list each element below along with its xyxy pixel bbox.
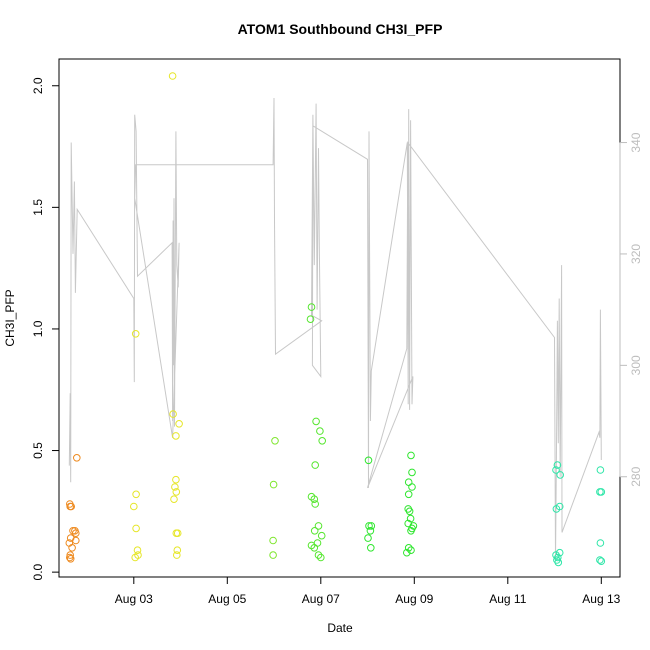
data-point: [172, 432, 180, 440]
data-point: [314, 522, 323, 530]
y-axis: 0.0 0.5 1.0 1.5 2.0: [31, 77, 60, 580]
data-point: [310, 495, 319, 504]
data-point: [132, 524, 140, 533]
data-point: [131, 330, 140, 338]
data-point: [173, 546, 182, 555]
data-point: [367, 522, 376, 530]
data-point: [365, 522, 373, 530]
data-point: [168, 72, 177, 80]
data-point: [317, 553, 325, 562]
chart-title: ATOM1 Southbound CH3I_PFP: [238, 21, 443, 37]
x-axis: Aug 03 Aug 05 Aug 07 Aug 09 Aug 11 Aug 13: [115, 576, 621, 606]
data-point: [364, 456, 373, 465]
data-point: [404, 490, 413, 499]
y-tick-label: 1.0: [31, 320, 45, 337]
data-point: [173, 529, 182, 538]
right-y-axis: 280 300 320 340: [619, 132, 643, 487]
data-point: [403, 548, 411, 557]
x-tick-label: Aug 09: [395, 592, 433, 606]
data-point: [553, 461, 562, 469]
data-point: [596, 556, 604, 564]
data-point: [269, 551, 277, 559]
data-point: [404, 478, 413, 487]
data-point: [316, 427, 324, 435]
data-point: [130, 502, 138, 511]
data-point: [133, 546, 142, 555]
right-y-tick-label: 280: [629, 466, 643, 486]
data-point: [366, 527, 375, 535]
data-point: [596, 466, 605, 474]
data-point: [175, 420, 183, 428]
data-point: [407, 546, 415, 555]
data-point: [597, 557, 606, 566]
data-point: [408, 468, 416, 477]
data-point: [314, 551, 323, 559]
data-point: [318, 437, 327, 445]
data-point: [170, 495, 178, 504]
data-point: [596, 539, 605, 547]
data-point: [313, 539, 322, 547]
plot-frame: [58, 58, 621, 578]
data-point: [66, 555, 75, 563]
right-y-tick-label: 340: [629, 132, 643, 152]
data-point: [173, 551, 181, 559]
x-tick-label: Aug 11: [489, 592, 526, 606]
data-point: [72, 529, 80, 538]
data-point: [68, 544, 76, 552]
data-point: [66, 553, 74, 562]
data-point: [407, 451, 415, 460]
data-point: [552, 505, 561, 513]
data-point: [311, 500, 320, 508]
data-point: [408, 483, 416, 491]
data-point: [552, 466, 560, 474]
right-y-tick-label: 300: [629, 355, 643, 375]
data-point: [556, 471, 565, 479]
y-axis-label: CH3I_PFP: [3, 289, 17, 346]
data-point: [269, 536, 277, 545]
data-point: [554, 558, 563, 567]
data-point: [72, 536, 80, 545]
y-tick-label: 0.0: [31, 563, 45, 580]
data-point: [132, 490, 140, 499]
data-point: [169, 410, 177, 418]
data-point: [367, 544, 375, 552]
data-point: [271, 437, 279, 445]
data-point: [269, 480, 278, 489]
line-series-path: [68, 97, 602, 561]
scatter-points: [65, 72, 606, 567]
data-point: [310, 527, 319, 535]
data-point: [306, 315, 315, 324]
data-point: [73, 454, 81, 462]
data-point: [407, 527, 415, 535]
data-point: [131, 553, 139, 562]
y-tick-label: 0.5: [31, 442, 45, 459]
data-point: [311, 461, 320, 469]
data-point: [597, 488, 606, 496]
data-point: [404, 544, 413, 552]
data-point: [364, 534, 372, 542]
right-y-tick-label: 320: [629, 244, 643, 264]
x-tick-label: Aug 03: [115, 592, 153, 606]
data-point: [312, 417, 320, 426]
x-tick-label: Aug 13: [582, 592, 620, 606]
data-point: [307, 303, 316, 311]
right-axis-line-series: [68, 97, 602, 561]
data-point: [172, 475, 180, 484]
data-point: [406, 514, 415, 523]
x-tick-label: Aug 05: [208, 592, 246, 606]
data-point: [171, 483, 179, 491]
data-point: [405, 507, 414, 516]
data-point: [317, 531, 326, 540]
data-point: [67, 502, 75, 511]
y-tick-label: 2.0: [31, 77, 45, 94]
data-point: [555, 548, 564, 557]
x-axis-label: Date: [327, 621, 353, 635]
data-point: [552, 551, 560, 559]
data-point: [172, 488, 181, 496]
x-tick-label: Aug 07: [302, 592, 340, 606]
y-tick-label: 1.5: [31, 199, 45, 216]
